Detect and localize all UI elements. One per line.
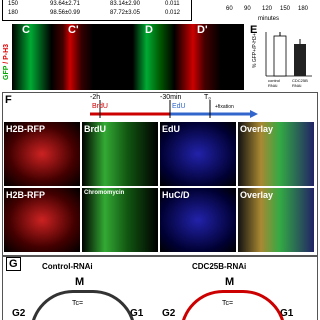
image-label: EdU	[162, 124, 180, 134]
panel-label: G	[6, 257, 21, 271]
micrograph	[82, 122, 158, 186]
image-label: HuC/D	[162, 190, 190, 200]
tick-label: 60	[226, 6, 233, 12]
image-label: H2B-RFP	[6, 124, 46, 134]
step: +fixation	[215, 104, 234, 110]
step: BrdU	[92, 103, 108, 110]
time: T₀	[204, 94, 212, 101]
micrograph	[82, 188, 158, 252]
panel-g-frame	[2, 256, 318, 320]
panel-label: C	[22, 24, 30, 36]
phase: G2	[162, 308, 176, 319]
panel-label: E	[250, 24, 258, 36]
panel-label: D'	[197, 24, 208, 36]
panel-f-frame	[2, 92, 318, 256]
stain-red: / P-H3	[3, 43, 10, 64]
e-category: control RNAi	[268, 78, 281, 88]
micrograph	[238, 122, 314, 186]
table-cell: 93.64±2.71	[50, 1, 80, 7]
table-cell: 0.012	[165, 10, 181, 16]
phase: G2	[12, 308, 26, 319]
timeline	[90, 100, 258, 118]
phase: M	[225, 276, 235, 288]
time: -30min	[160, 94, 182, 101]
micrograph	[4, 188, 80, 252]
time: -2h	[90, 94, 101, 101]
image-label: Overlay	[240, 124, 274, 134]
micrograph-row	[12, 24, 244, 90]
panel-e-chart	[265, 32, 312, 77]
image-label: H2B-RFP	[6, 190, 46, 200]
table-cell: 150	[8, 1, 19, 7]
micrograph	[4, 122, 80, 186]
axis-label: minutes	[258, 16, 280, 22]
table-cell: 0.011	[165, 1, 180, 7]
condition-title: Control-RNAi	[42, 262, 93, 271]
e-y-label: % GFP+/P-H3+	[252, 33, 258, 68]
image-label: Overlay	[240, 190, 274, 200]
stain-green: GFP	[3, 65, 10, 80]
stain-label: GFP / P-H3	[3, 44, 10, 80]
panel-label: C'	[68, 24, 79, 36]
condition-title: CDC25B-RNAi	[192, 262, 247, 271]
tick-label: 150	[280, 6, 291, 12]
tick-label: 120	[262, 6, 273, 12]
e-category: CDC25B RNAi	[292, 78, 308, 88]
tick-label: 90	[244, 6, 251, 12]
step: EdU	[172, 103, 186, 110]
table-cell: 87.72±3.05	[110, 10, 140, 16]
tick-label: 180	[298, 6, 309, 12]
table	[2, 0, 192, 21]
micrograph	[160, 122, 236, 186]
micrograph	[238, 188, 314, 252]
image-label: BrdU	[84, 124, 106, 134]
phase: M	[75, 276, 85, 288]
phase: G1	[280, 308, 294, 319]
table-cell: 83.14±2.90	[110, 1, 140, 7]
micrograph	[160, 188, 236, 252]
table-cell: 180	[8, 10, 19, 16]
panel-label: F	[5, 94, 12, 106]
image-label: Chromomycin	[84, 190, 125, 196]
panel-label: D	[145, 24, 153, 36]
table-cell: 98.56±0.99	[50, 10, 80, 16]
phase: G1	[130, 308, 144, 319]
